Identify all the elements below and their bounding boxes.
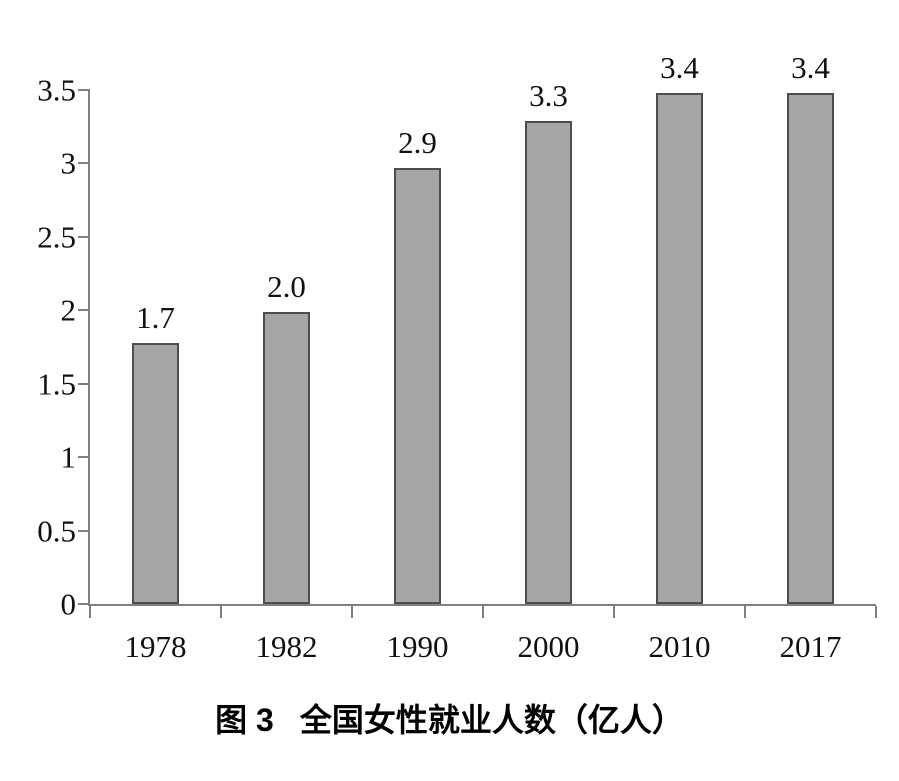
y-axis-tick-label: 2 — [60, 292, 77, 328]
x-axis-category-label-2000: 2000 — [517, 629, 580, 664]
y-axis-tick-label: 3 — [60, 145, 77, 181]
caption-title-text: 全国女性就业人数（亿人） — [299, 702, 684, 738]
x-axis-tick — [613, 606, 615, 618]
bar-1982 — [263, 312, 310, 604]
x-axis-tick — [351, 606, 353, 618]
x-axis-line — [88, 604, 876, 606]
x-axis-category-label-1982: 1982 — [255, 629, 318, 664]
x-axis-tick — [875, 606, 877, 618]
bar-value-label-2000: 3.3 — [529, 78, 568, 113]
caption-figure-number: 图 3 — [215, 702, 274, 738]
x-axis-category-label-1978: 1978 — [124, 629, 187, 664]
x-axis-tick — [89, 606, 91, 618]
y-axis-tick — [78, 162, 90, 165]
bar-value-label-1982: 2.0 — [267, 269, 306, 304]
x-axis-tick — [744, 606, 746, 618]
x-axis-category-label-2010: 2010 — [648, 629, 711, 664]
y-axis-tick — [78, 89, 90, 91]
bar-2000 — [525, 121, 572, 604]
x-axis-tick — [482, 606, 484, 618]
y-axis-tick-label: 1 — [60, 439, 77, 475]
y-axis-line — [88, 90, 90, 606]
bar-2010 — [656, 93, 703, 604]
y-axis-tick-label: 2.5 — [37, 219, 76, 255]
bar-1978 — [132, 343, 179, 604]
y-axis-tick — [78, 309, 90, 312]
bar-1990 — [394, 168, 441, 604]
y-axis-tick — [78, 529, 90, 532]
x-axis-category-label-1990: 1990 — [386, 629, 449, 664]
bar-value-label-2017: 3.4 — [791, 50, 830, 85]
y-axis-tick — [78, 235, 90, 238]
x-axis-category-label-2017: 2017 — [779, 629, 842, 664]
y-axis-tick — [78, 603, 90, 605]
y-axis-tick — [78, 456, 90, 459]
y-axis-tick-label: 1.5 — [37, 366, 76, 402]
x-axis-tick — [220, 606, 222, 618]
y-axis-tick — [78, 382, 90, 385]
bar-value-label-2010: 3.4 — [660, 50, 699, 85]
chart-caption: 图 3 全国女性就业人数（亿人） — [0, 700, 899, 740]
bar-2017 — [787, 93, 834, 604]
bar-value-label-1990: 2.9 — [398, 125, 437, 160]
y-axis-tick-label: 0 — [60, 586, 77, 622]
y-axis-tick-label: 0.5 — [37, 513, 76, 549]
bar-value-label-1978: 1.7 — [136, 300, 175, 335]
y-axis-tick-label: 3.5 — [37, 72, 76, 108]
